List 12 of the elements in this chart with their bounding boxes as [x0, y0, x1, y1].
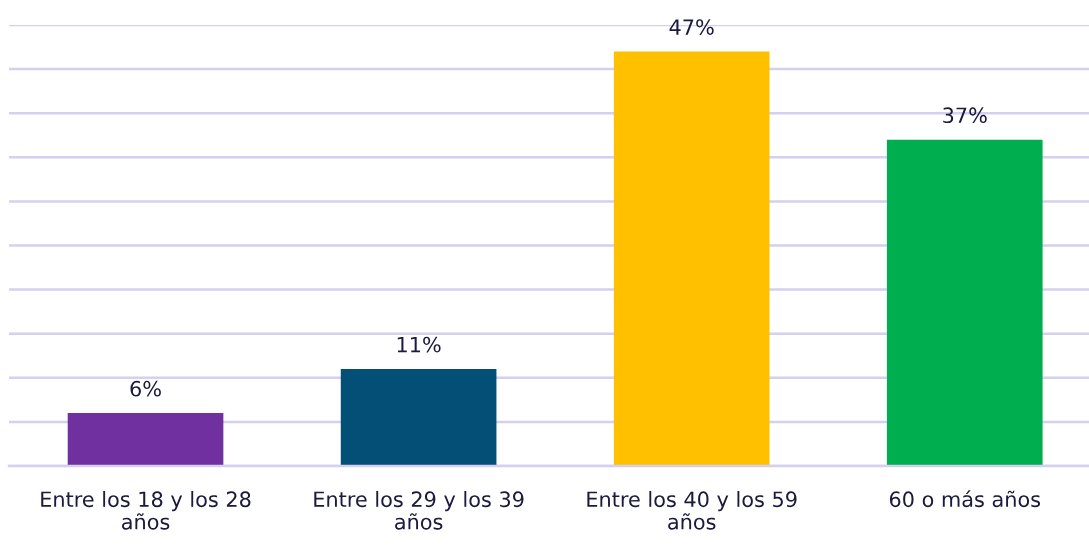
- data-label: 11%: [397, 336, 441, 353]
- bar: [67, 413, 224, 466]
- x-tick-label: Entre los 29 y los 39 años: [314, 491, 524, 530]
- bar: [613, 51, 770, 466]
- data-label: 47%: [669, 19, 714, 35]
- bar: [886, 139, 1043, 466]
- x-tick-label: 60 o más años: [889, 490, 1041, 508]
- x-tick-label: Entre los 40 y los 59 años: [587, 491, 797, 530]
- bar: [340, 368, 497, 466]
- x-tick-label: Entre los 18 y los 28 años: [41, 491, 251, 530]
- data-label: 37%: [943, 107, 987, 124]
- data-label: 6%: [130, 380, 161, 397]
